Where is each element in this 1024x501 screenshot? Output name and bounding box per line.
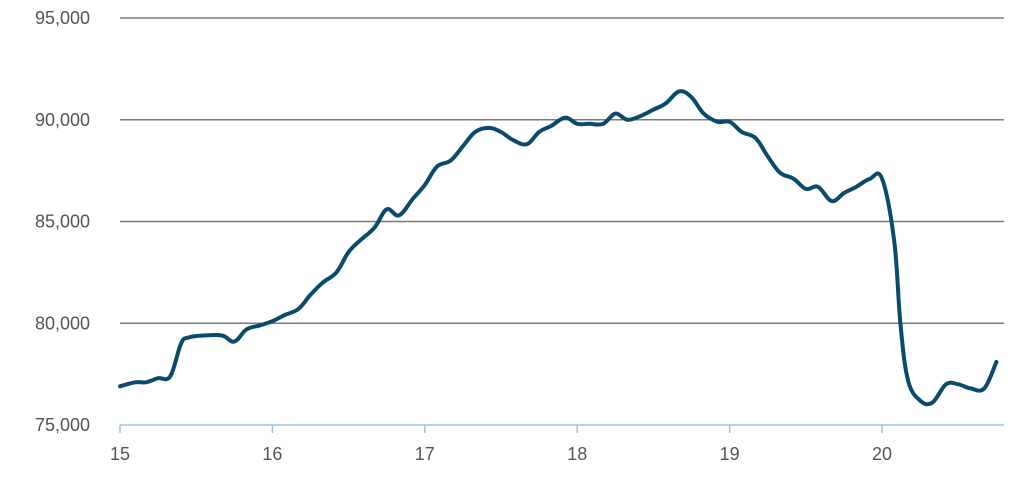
series-layer [118, 89, 999, 407]
y-tick-label: 85,000 [35, 212, 90, 232]
y-axis: 75,000 80,000 85,000 90,000 95,000 [35, 8, 90, 435]
series-line-0 [118, 89, 999, 407]
x-axis: 15 16 17 18 19 20 [110, 425, 892, 464]
y-tick-label: 90,000 [35, 110, 90, 130]
x-tick-label: 17 [415, 444, 435, 464]
y-tick-label: 95,000 [35, 8, 90, 28]
x-tick-label: 18 [567, 444, 587, 464]
x-tick-label: 20 [872, 444, 892, 464]
x-tick-label: 19 [720, 444, 740, 464]
grid-layer [120, 17, 1004, 426]
x-tick-label: 16 [262, 444, 282, 464]
x-tick-label: 15 [110, 444, 130, 464]
y-tick-label: 80,000 [35, 313, 90, 333]
y-tick-label: 75,000 [35, 415, 90, 435]
